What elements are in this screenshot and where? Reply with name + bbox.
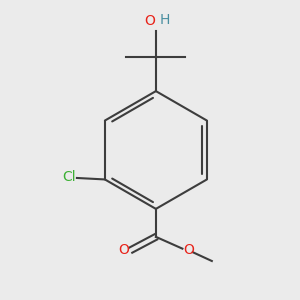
Text: O: O — [144, 14, 155, 28]
Text: H: H — [160, 13, 170, 27]
Text: O: O — [183, 243, 194, 257]
Text: O: O — [118, 243, 129, 257]
Text: Cl: Cl — [62, 170, 76, 184]
